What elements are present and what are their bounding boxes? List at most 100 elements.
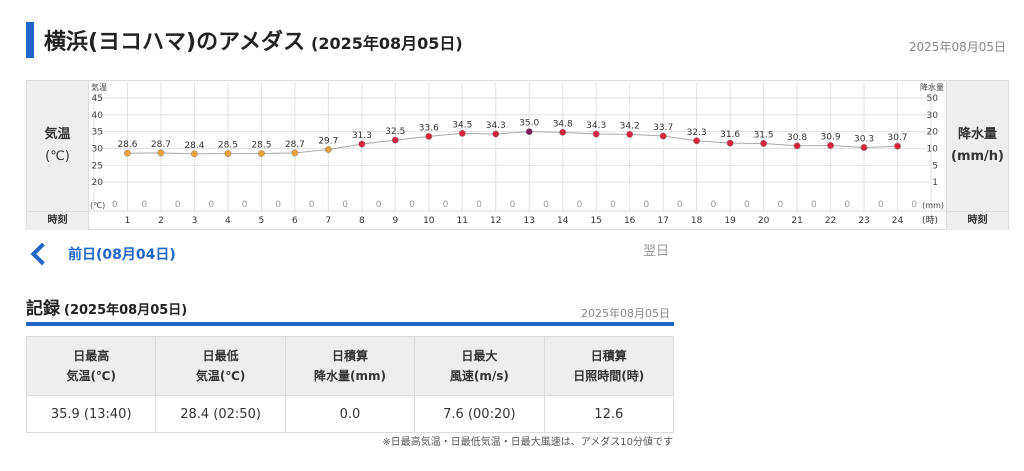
value-precip: 0.0: [284, 395, 416, 433]
next-day-label: 翌日: [643, 244, 670, 259]
title-accent-bar: [26, 22, 34, 58]
temperature-point: [492, 130, 500, 138]
y-left-unit: (℃): [90, 201, 105, 210]
temperature-point: [324, 146, 332, 153]
temperature-point: [257, 150, 265, 158]
y-right-tick: 1: [932, 178, 938, 188]
temperature-value-label: 28.7: [151, 140, 171, 150]
prev-day-label: 前日(08月04日): [68, 247, 176, 263]
temperature-label: 気温: [44, 127, 71, 142]
x-tick-hour: 23: [858, 216, 869, 226]
temperature-value-label: 28.6: [117, 140, 137, 150]
x-tick-hour: 17: [657, 216, 668, 226]
time-axis-background: [89, 211, 946, 229]
precip-label: 0: [309, 200, 315, 210]
precip-label: 0: [610, 200, 616, 210]
y-right-tick: 5: [932, 161, 938, 171]
temperature-value-label: 34.2: [620, 121, 640, 131]
y-left-tick: 35: [92, 128, 103, 138]
record-date: 2025年08月05日: [581, 307, 670, 320]
header-max-temp: 日最高気温(℃): [25, 336, 157, 396]
x-tick-hour: 10: [423, 216, 435, 226]
page-title-text: 横浜(ヨコハマ)のアメダス: [44, 30, 306, 55]
x-axis-unit: (時): [922, 215, 938, 226]
precip-label: 0: [112, 200, 118, 210]
header-line1: 日積算: [590, 349, 627, 363]
x-tick-hour: 1: [125, 216, 131, 226]
precip-label: 0: [711, 200, 717, 210]
record-value-row: 35.9 (13:40) 28.4 (02:50) 0.0 7.6 (00:20…: [25, 395, 675, 433]
precipitation-label: 降水量: [957, 127, 997, 142]
x-tick-hour: 19: [724, 216, 736, 226]
temperature-value-label: 35.0: [519, 119, 539, 129]
temperature-value-label: 30.3: [854, 134, 874, 144]
precip-label: 0: [242, 200, 248, 210]
temperature-value-label: 28.5: [218, 141, 238, 151]
value-sunshine: 12.6: [543, 395, 675, 433]
value-min-temp: 28.4 (02:50): [155, 395, 286, 433]
record-title-text: 記録: [26, 299, 60, 319]
temperature-point: [693, 137, 701, 145]
record-title-date: (2025年08月05日): [64, 303, 188, 318]
x-tick-hour: 22: [825, 216, 836, 226]
header-line2: 気温(℃): [195, 369, 246, 383]
precip-label: 0: [208, 200, 214, 210]
precip-label: 0: [777, 200, 783, 210]
temperature-point: [190, 150, 198, 158]
precip-label: 0: [175, 200, 181, 210]
header-line2: 気温(℃): [66, 369, 116, 383]
temperature-point: [793, 142, 801, 150]
x-tick-hour: 21: [791, 216, 802, 226]
prev-day-link[interactable]: 前日(08月04日): [26, 242, 176, 266]
x-tick-hour: 3: [192, 216, 198, 226]
temperature-point: [224, 150, 232, 158]
precip-label: 0: [342, 200, 348, 210]
y-left-tick: 45: [92, 94, 103, 104]
header-precip: 日積算降水量(mm): [284, 336, 416, 396]
amedas-chart: 気温 (℃) 降水量 (mm/h) 時刻 時刻 45 50 40 30 35 20 30 10…: [26, 80, 1009, 230]
temperature-point: [659, 132, 667, 140]
temperature-value-label: 34.8: [553, 119, 573, 129]
precip-label: 0: [911, 200, 917, 210]
temperature-value-label: 28.5: [251, 141, 271, 151]
temperature-point: [894, 142, 901, 150]
precip-label: 0: [543, 200, 549, 210]
page-title-date: (2025年08月05日): [311, 34, 463, 53]
header-line2: 降水量(mm): [313, 369, 386, 383]
temperature-point: [760, 140, 768, 147]
x-tick-hour: 6: [292, 216, 298, 226]
precip-label: 0: [577, 200, 583, 210]
temperature-point: [157, 149, 165, 157]
temperature-point: [827, 142, 835, 149]
temperature-point: [626, 130, 634, 138]
temperature-value-label: 32.3: [687, 128, 707, 138]
record-table: 日最高 気温(℃) 日最低 気温(℃) 日積算 降水量(mm) 日最大 風速(m/s) …: [25, 336, 675, 433]
temperature-value-label: 31.3: [352, 131, 372, 141]
x-tick-hour: 12: [490, 216, 501, 226]
precip-label: 0: [275, 200, 281, 210]
header-line2: 日照時間(時): [573, 369, 645, 383]
temperature-point: [860, 144, 868, 151]
header-line1: 日最大: [461, 349, 498, 363]
x-tick-hour: 13: [524, 216, 535, 226]
x-tick-hour: 14: [557, 216, 569, 226]
x-tick-hour: 8: [359, 216, 365, 226]
temperature-line: [127, 131, 898, 155]
precip-label: 0: [677, 200, 683, 210]
header-line1: 日積算: [331, 349, 368, 363]
temperature-value-label: 34.3: [486, 121, 506, 131]
x-tick-hour: 16: [624, 216, 636, 226]
header-line1: 日最高: [73, 349, 110, 363]
precipitation-axis-panel: 降水量 (mm/h): [946, 81, 1008, 211]
temperature-value-label: 31.6: [720, 130, 740, 140]
temperature-point: [391, 136, 399, 144]
header-line1: 日最低: [202, 349, 239, 363]
temperature-value-label: 34.5: [452, 120, 472, 130]
temperature-point: [458, 129, 466, 137]
x-tick-hour: 15: [590, 216, 601, 226]
record-divider: [26, 322, 674, 326]
temperature-value-label: 28.7: [285, 140, 305, 150]
temperature-point: [291, 149, 299, 157]
y-left-tick: 20: [92, 178, 104, 188]
x-tick-hour: 2: [158, 216, 164, 226]
